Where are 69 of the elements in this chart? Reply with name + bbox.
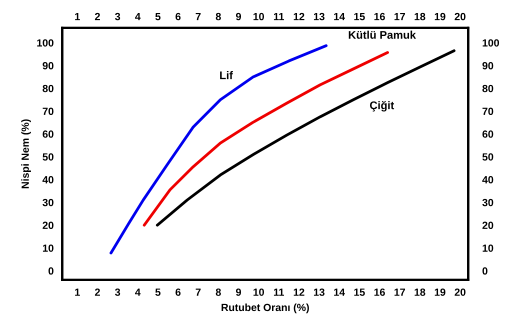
x-tick-label: 16	[374, 12, 385, 20]
line-series	[156, 49, 456, 227]
x2-tick-label: 14	[334, 288, 345, 296]
x2-tick-label: 19	[434, 288, 446, 296]
y-tick-label: 70	[42, 108, 54, 116]
y-tick-label: 40	[42, 176, 54, 184]
y2-tick-label: 10	[482, 244, 494, 252]
y-tick-label: 50	[42, 153, 54, 161]
x-tick-label: 5	[155, 13, 161, 20]
x-tick-label: 19	[434, 12, 446, 20]
y-axis-title: Nispi Nem (%)	[21, 119, 31, 188]
x-tick-label: 6	[176, 12, 181, 20]
x2-tick-label: 4	[135, 288, 141, 296]
y2-tick-label: 20	[482, 222, 494, 230]
x-tick-label: 17	[394, 13, 406, 20]
y2-tick-label: 100	[482, 39, 500, 47]
y-tick-label: 60	[42, 130, 54, 138]
y-tick-label: 90	[42, 62, 54, 70]
x-tick-label: 8	[216, 12, 221, 20]
x-tick-label: 10	[254, 12, 264, 20]
x-tick-label: 18	[414, 12, 426, 20]
y-tick-label: 80	[42, 84, 54, 92]
x2-tick-label: 20	[454, 288, 466, 296]
x2-tick-label: 15	[354, 288, 365, 296]
x2-tick-label: 11	[274, 288, 284, 296]
y-tick-label: 100	[37, 39, 54, 47]
line-series	[110, 44, 328, 254]
series-label: Lif	[220, 71, 233, 80]
y2-tick-label: 90	[482, 62, 494, 70]
x-tick-label: 12	[294, 12, 304, 20]
y2-tick-label: 70	[482, 108, 494, 116]
x2-tick-label: 6	[176, 288, 181, 296]
x2-tick-label: 5	[155, 288, 161, 296]
series-label: Çiğit	[370, 100, 394, 112]
y2-tick-label: 0	[482, 267, 488, 275]
x2-tick-label: 2	[94, 288, 100, 296]
x2-tick-label: 18	[414, 288, 426, 296]
y2-tick-label: 60	[482, 130, 494, 138]
x2-tick-label: 16	[374, 288, 385, 296]
x-tick-label: 4	[135, 13, 141, 20]
x-axis-title: Rutubet Oranı (%)	[222, 303, 309, 314]
x2-tick-label: 17	[394, 288, 406, 296]
y2-tick-label: 50	[482, 153, 494, 161]
x-tick-label: 15	[354, 13, 365, 20]
x2-tick-label: 9	[236, 288, 242, 296]
x-tick-label: 13	[314, 12, 325, 20]
x-tick-label: 14	[334, 13, 345, 20]
x2-tick-label: 8	[216, 288, 221, 296]
x2-tick-label: 12	[294, 288, 304, 296]
x2-tick-label: 13	[314, 288, 325, 296]
x2-tick-label: 10	[254, 288, 264, 296]
x2-tick-label: 7	[196, 288, 201, 296]
x-tick-label: 7	[196, 13, 201, 20]
x2-tick-label: 3	[114, 288, 120, 296]
y-tick-label: 0	[48, 267, 54, 275]
x-tick-label: 1	[75, 13, 80, 20]
x2-tick-label: 1	[75, 288, 80, 296]
x-tick-label: 11	[274, 13, 284, 20]
y-tick-label: 20	[42, 222, 54, 230]
x-tick-label: 9	[236, 12, 242, 20]
y-tick-label: 30	[42, 198, 54, 206]
y2-tick-label: 80	[482, 84, 494, 92]
x-tick-label: 3	[114, 12, 120, 20]
y-tick-label: 10	[42, 244, 54, 252]
y2-tick-label: 30	[482, 198, 494, 206]
x-tick-label: 2	[94, 12, 100, 20]
series-label: Kütlü Pamuk	[348, 30, 416, 39]
y2-tick-label: 40	[482, 176, 494, 184]
x-tick-label: 20	[454, 12, 466, 20]
